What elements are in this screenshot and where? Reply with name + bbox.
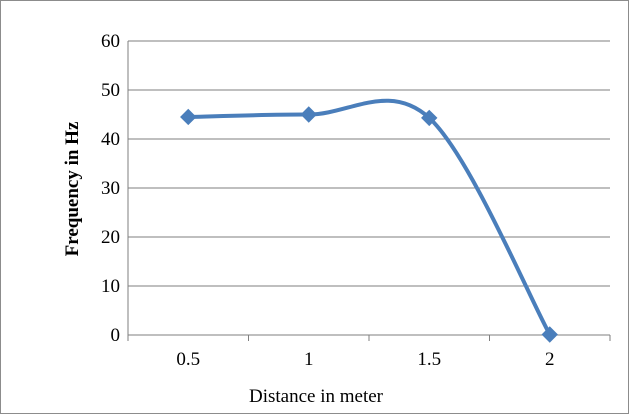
y-tick-label-50: 50 [101, 80, 120, 101]
series-layer [180, 98, 558, 343]
data-point-1.5 [421, 109, 438, 127]
y-tick-label-40: 40 [101, 129, 120, 150]
y-axis-title: Frequency in Hz [62, 121, 83, 256]
x-tick-label-1.5: 1.5 [417, 349, 441, 370]
data-point-2 [541, 326, 558, 343]
y-tick-label-60: 60 [101, 31, 120, 52]
y-tick-label-0: 0 [111, 325, 121, 346]
grid-lines [128, 40, 610, 287]
y-tick-labels: 0 10 20 30 40 50 60 [101, 31, 120, 346]
x-tick-label-0.5: 0.5 [176, 349, 200, 370]
y-tick-label-30: 30 [101, 178, 120, 199]
x-tick-labels: 0.5 1 1.5 2 [176, 349, 554, 370]
series-line-0 [186, 98, 552, 337]
y-tick-label-20: 20 [101, 227, 120, 248]
x-tick-label-2: 2 [545, 349, 555, 370]
x-axis-title: Distance in meter [249, 386, 384, 407]
data-point-1 [300, 106, 317, 123]
data-point-0.5 [180, 108, 197, 126]
x-tick-label-1: 1 [304, 349, 314, 370]
axes [127, 41, 611, 341]
y-tick-label-10: 10 [101, 276, 120, 297]
